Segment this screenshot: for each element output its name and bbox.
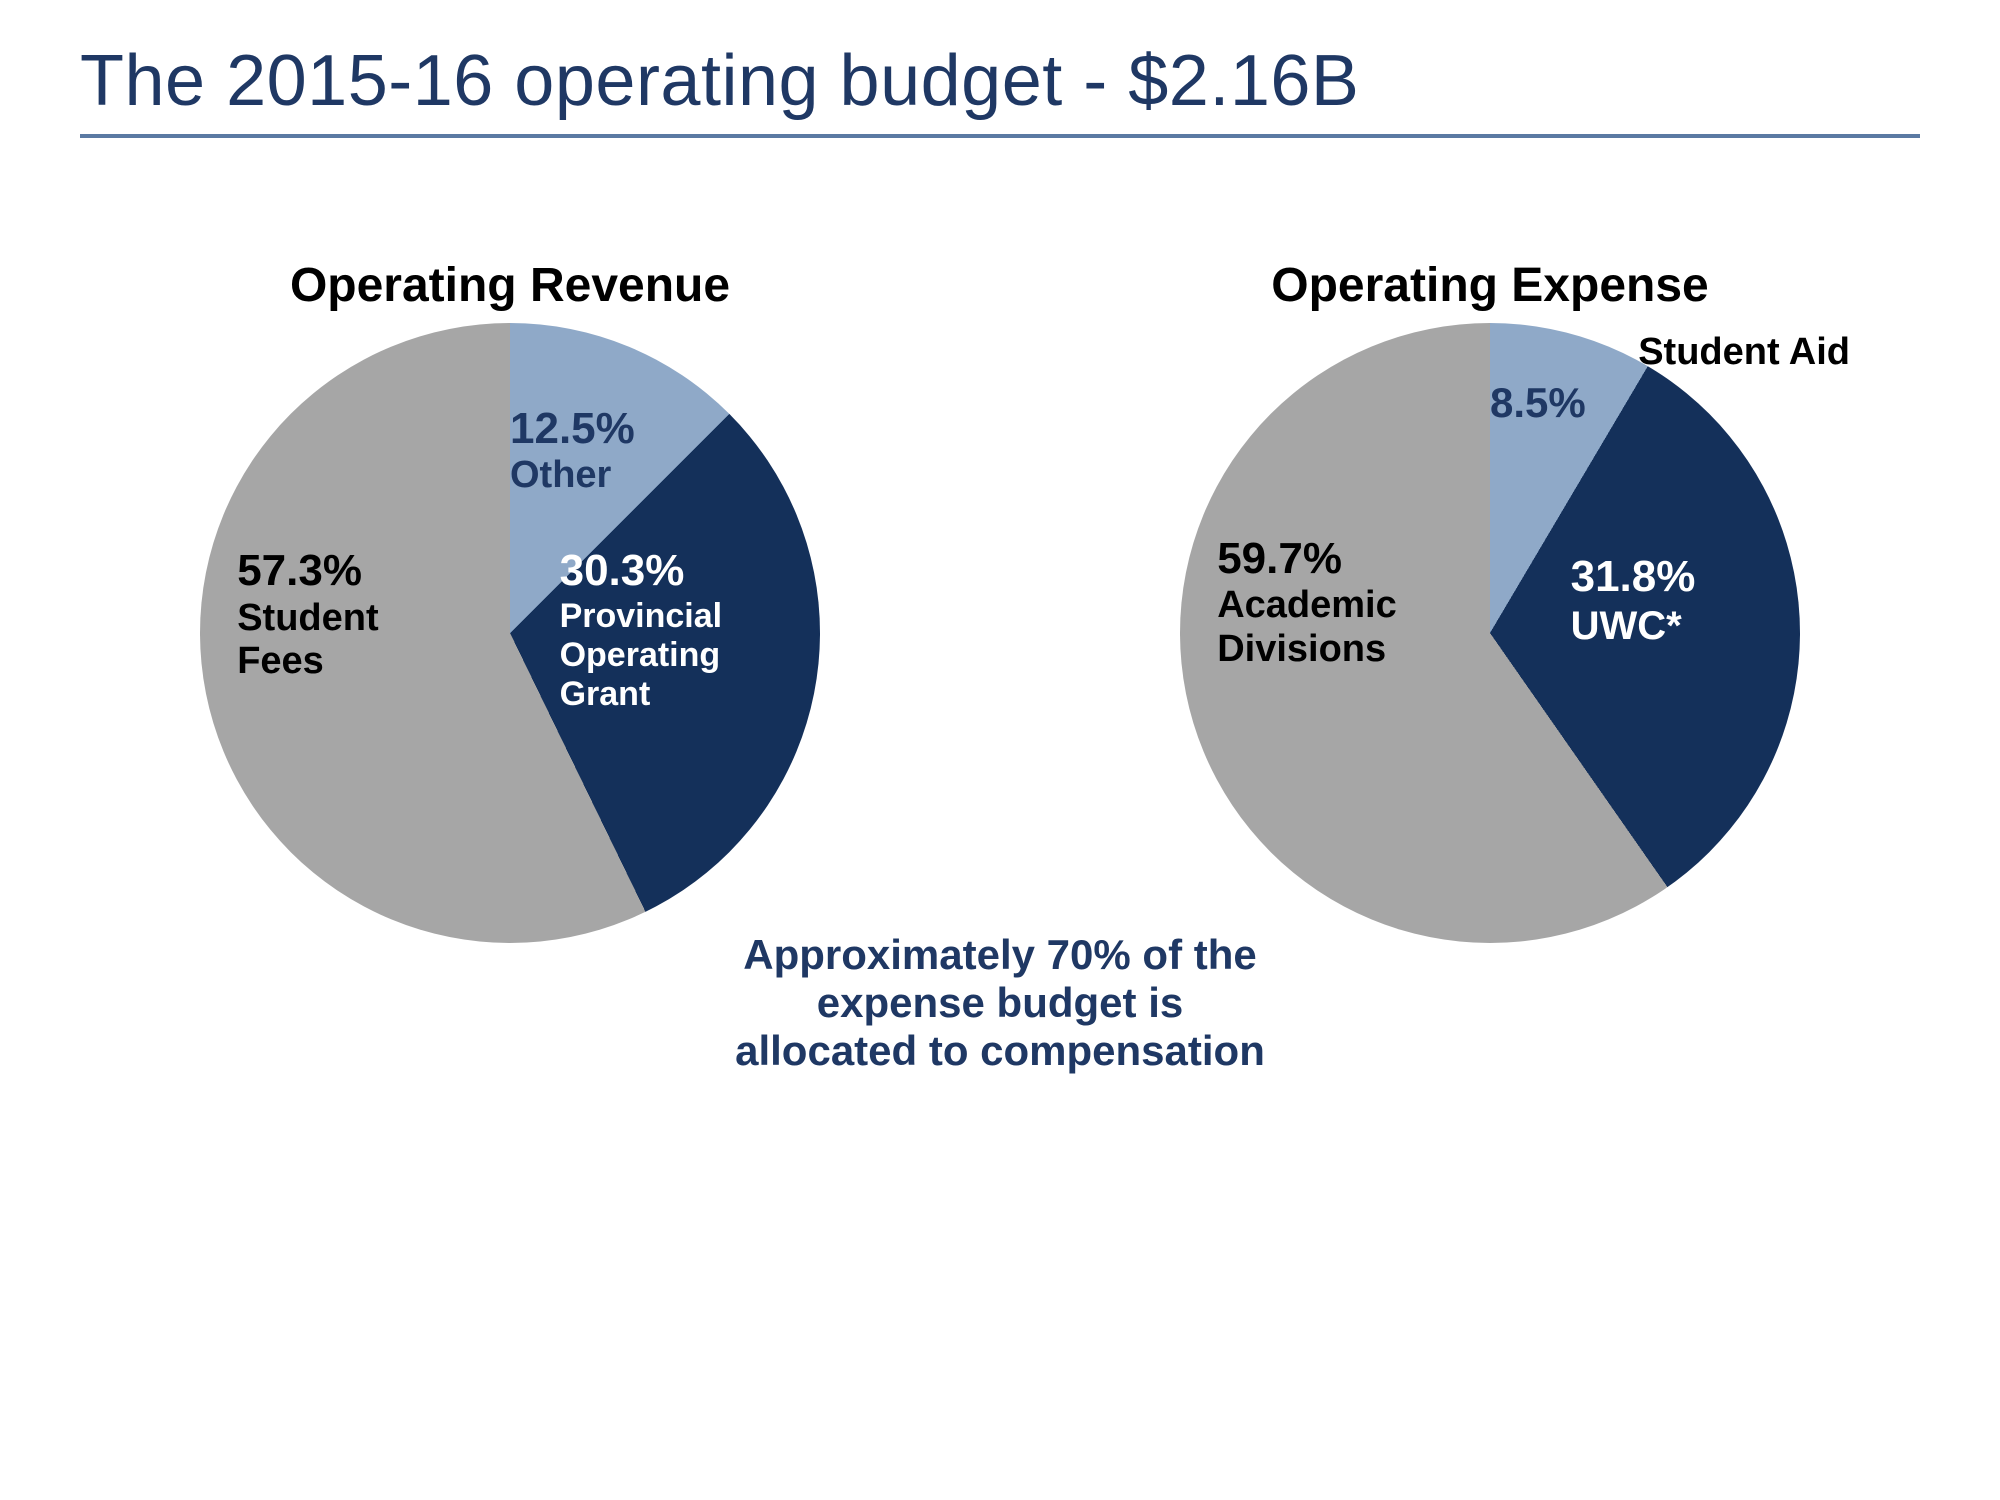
slice-pct: 8.5% (1490, 379, 1586, 427)
revenue-chart: Operating Revenue 12.5%Other 30.3%Provinc… (100, 258, 920, 943)
slice-label: 12.5%Other (510, 404, 635, 498)
slice-label: 57.3%StudentFees (237, 546, 378, 684)
slice-name-line: Other (510, 454, 635, 498)
slice-label: 59.7%AcademicDivisions (1217, 534, 1397, 672)
slice-name-line: Operating (560, 636, 723, 675)
slice-label: 30.3%ProvincialOperatingGrant (560, 546, 723, 714)
slice-pct: 30.3% (560, 546, 723, 597)
slice-name-line: Academic (1217, 584, 1397, 628)
footnote-line: allocated to compensation (80, 1027, 1920, 1075)
charts-row: Operating Revenue 12.5%Other 30.3%Provinc… (80, 258, 1920, 943)
revenue-pie-wrap: 12.5%Other 30.3%ProvincialOperatingGrant 5… (200, 323, 820, 943)
slice-name-line: Fees (237, 640, 378, 684)
slice-name-line: Student (237, 597, 378, 641)
slice-name-line: Provincial (560, 597, 723, 636)
footnote-line: expense budget is (80, 979, 1920, 1027)
student-aid-external-label: Student Aid (1638, 331, 1850, 374)
slice-pct: 12.5% (510, 404, 635, 455)
slice-pct: 59.7% (1217, 534, 1397, 585)
slide: The 2015-16 operating budget - $2.16B Op… (0, 0, 2000, 1500)
slice-name-line: Divisions (1217, 628, 1397, 672)
expense-chart-title: Operating Expense (1080, 258, 1900, 313)
slice-name-line: UWC* (1571, 603, 1696, 649)
slice-label: 31.8%UWC* (1571, 552, 1696, 649)
slice-label: 8.5% (1490, 379, 1586, 427)
footnote: Approximately 70% of theexpense budget i… (80, 931, 1920, 1075)
expense-pie-wrap: 8.5%31.8%UWC*59.7%AcademicDivisions Stud… (1180, 323, 1800, 943)
revenue-chart-title: Operating Revenue (100, 258, 920, 313)
slice-pct: 31.8% (1571, 552, 1696, 603)
slice-pct: 57.3% (237, 546, 378, 597)
slice-name-line: Grant (560, 675, 723, 714)
expense-chart: Operating Expense 8.5% 31.8%UWC* 59.7%Acad… (1080, 258, 1900, 943)
page-title: The 2015-16 operating budget - $2.16B (80, 40, 1920, 138)
